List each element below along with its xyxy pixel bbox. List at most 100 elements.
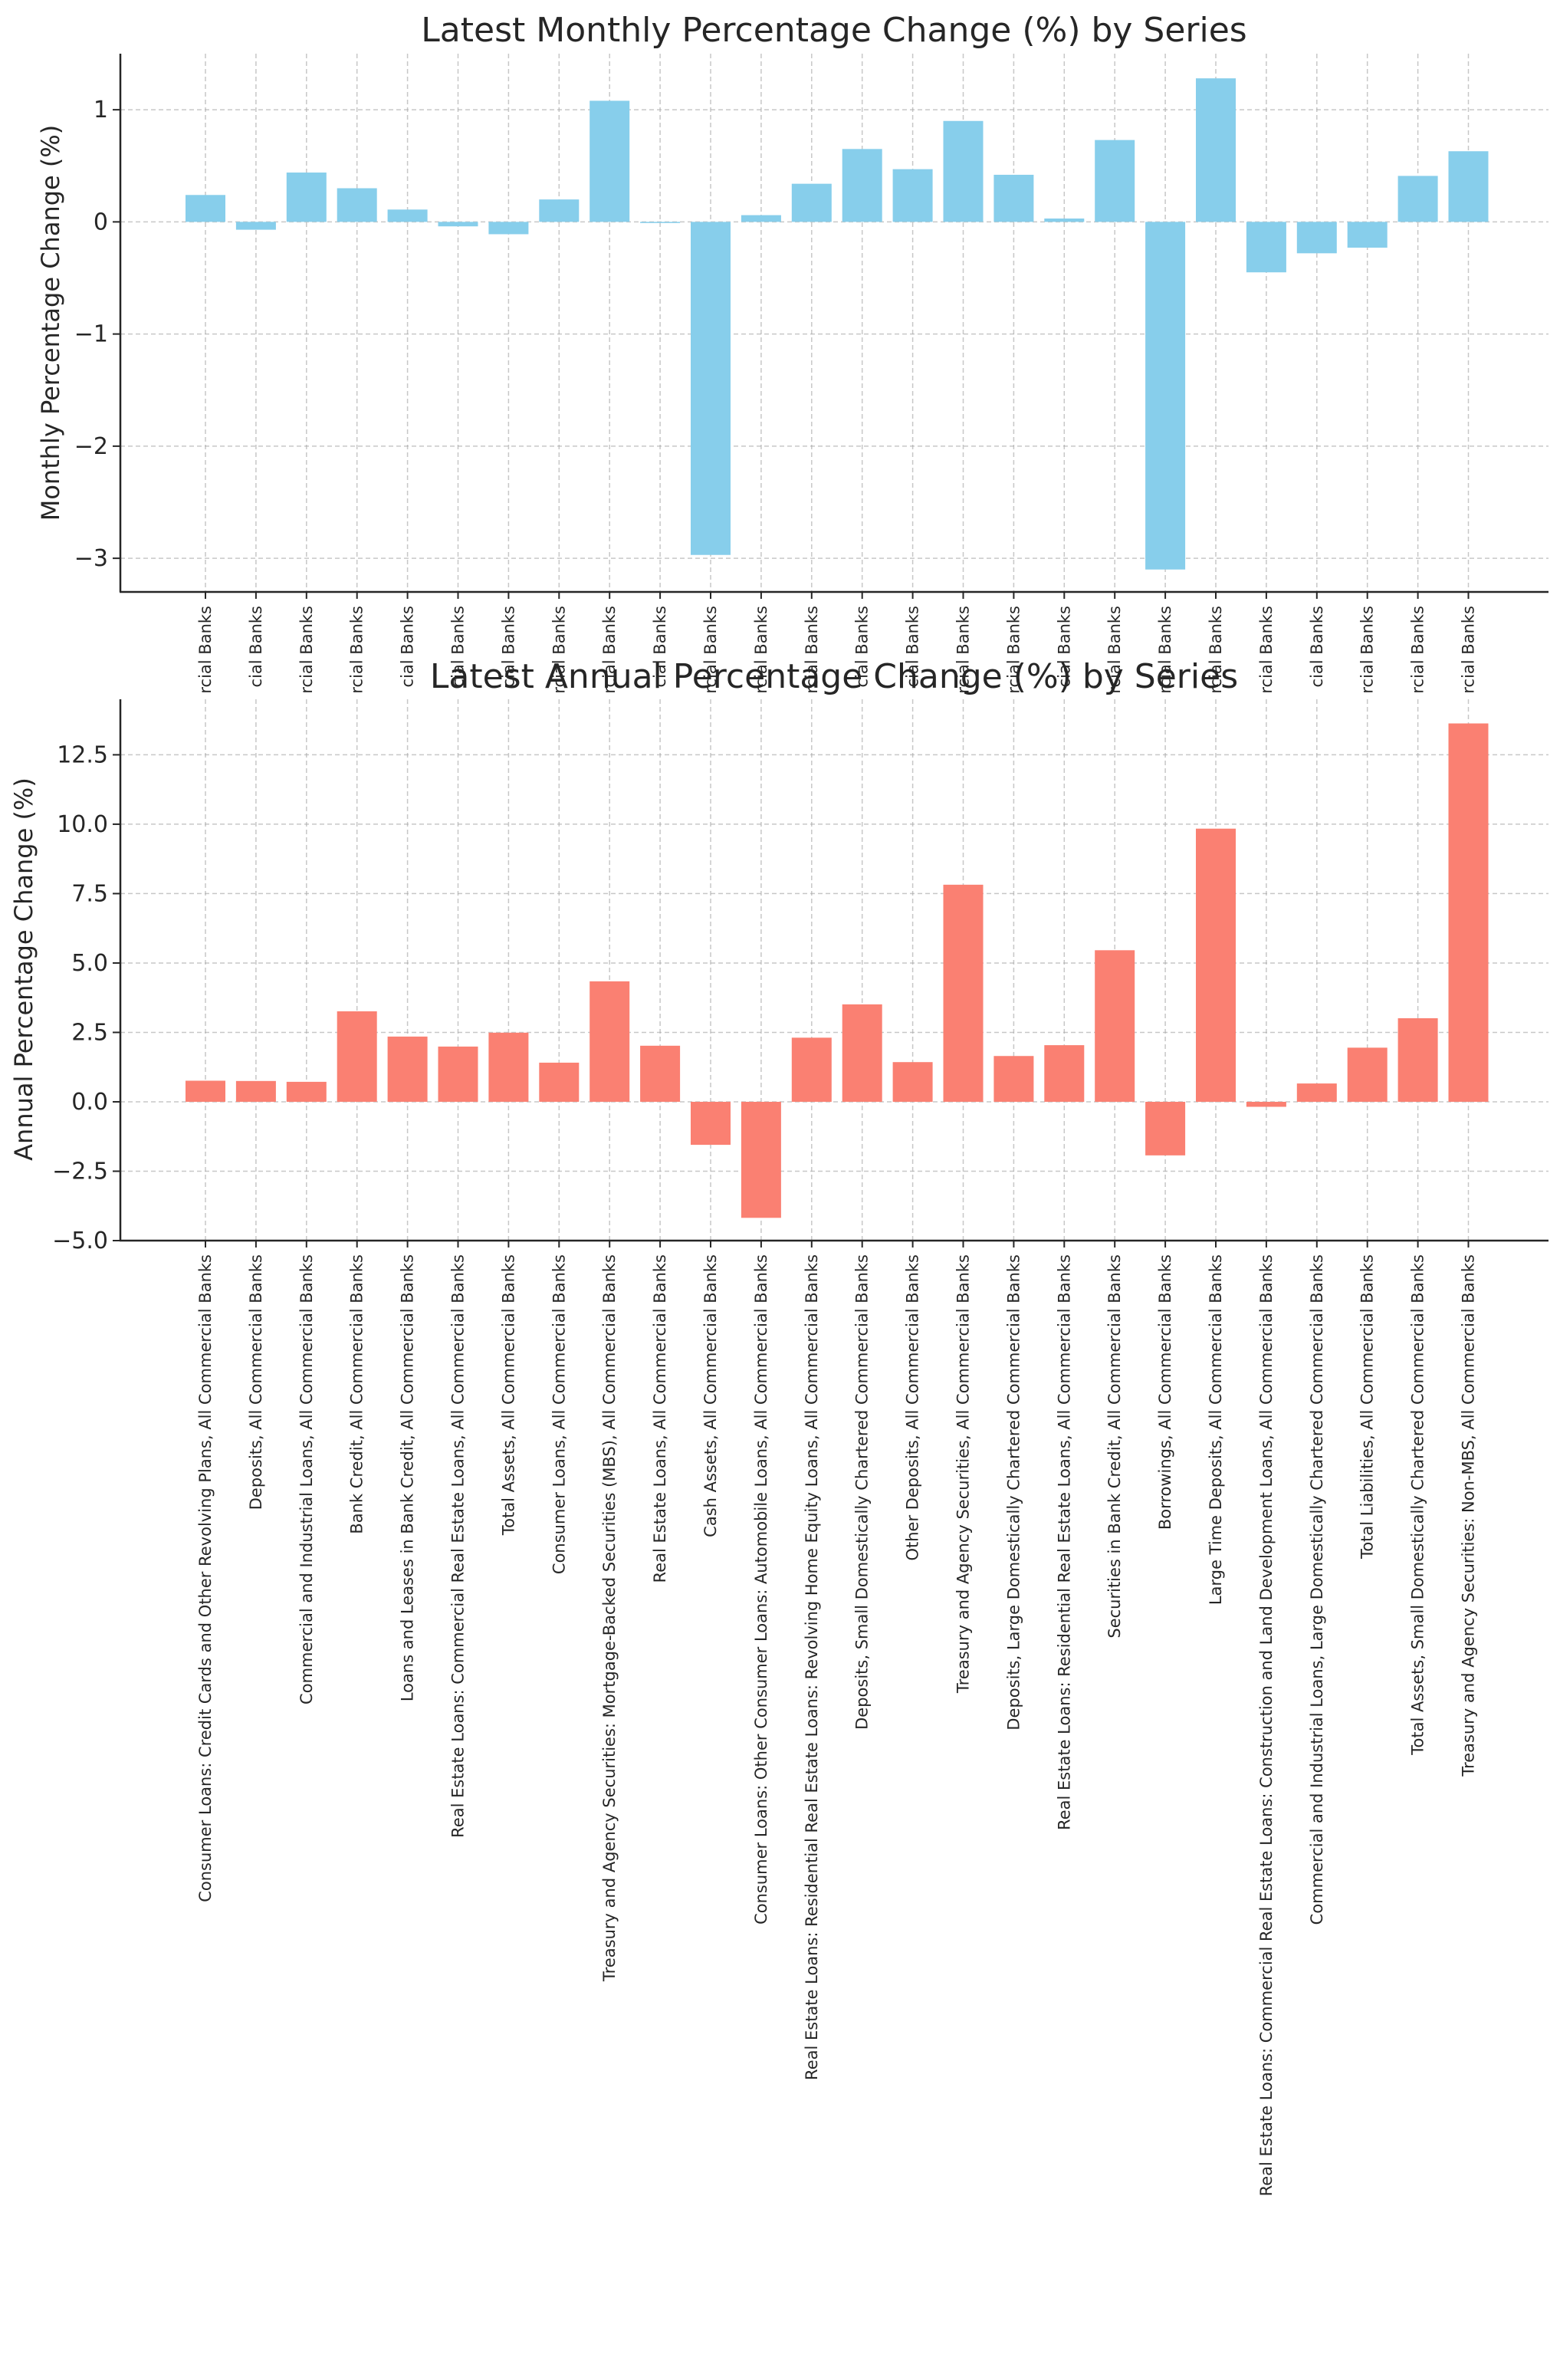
annual-x-tick-label: Deposits, Large Domestically Chartered C… [1004,1254,1023,1731]
monthly-bar [791,183,832,222]
annual-x-tick-labels: Consumer Loans: Credit Cards and Other R… [196,1241,1478,2196]
annual-bar [640,1045,681,1102]
monthly-bar [993,174,1034,222]
monthly-x-tick-label: cial Banks [499,606,517,687]
annual-y-tick-label: 7.5 [71,880,108,907]
annual-bar [539,1062,580,1102]
annual-y-tick-label: 10.0 [57,811,108,838]
annual-x-tick-label: Total Assets, Small Domestically Charter… [1409,1254,1427,1756]
monthly-bar [488,222,529,235]
monthly-x-tick-label: rcial Banks [1156,606,1174,694]
annual-y-tick-label: 12.5 [57,741,108,768]
monthly-x-tick-labels: rcial Banks cial Banks rcial Banks rcial Ba… [196,592,1478,694]
monthly-bars [186,78,1489,570]
annual-bar [1145,1101,1186,1155]
annual-bar [387,1036,428,1102]
monthly-x-tick-label: rcial Banks [752,606,770,694]
monthly-bar [387,209,428,222]
annual-bar [1095,950,1135,1102]
monthly-chart-title: Latest Monthly Percentage Change (%) by … [421,11,1246,50]
annual-x-tick-label: Loans and Leases in Bank Credit, All Com… [399,1254,417,1701]
monthly-bar [235,222,276,230]
monthly-x-tick-label: cial Banks [651,606,669,687]
annual-y-tick-label: −2.5 [52,1158,108,1185]
annual-bar [791,1037,832,1102]
annual-chart-title: Latest Annual Percentage Change (%) by S… [430,657,1238,696]
monthly-bar [1095,140,1135,222]
annual-change-chart: −5.0 −2.5 0.0 2.5 5.0 7.5 10.0 12.5 Consumer Lo… [9,657,1549,2196]
annual-x-tick-label: Real Estate Loans: Residential Real Esta… [1055,1254,1073,1830]
monthly-change-chart: −3−2−101 rcial Banks cial Banks rcial Bank… [36,11,1549,694]
monthly-y-tick-label: −2 [74,433,108,460]
monthly-bar [1145,222,1186,570]
annual-x-tick-label: Securities in Bank Credit, All Commercia… [1105,1254,1124,1639]
annual-bar [590,981,630,1102]
monthly-bar [892,169,933,222]
annual-x-tick-label: Commercial and Industrial Loans, All Com… [297,1254,316,1704]
monthly-x-tick-label: rcial Banks [701,606,720,694]
annual-y-tick-label: 5.0 [71,950,108,977]
monthly-y-axis-label: Monthly Percentage Change (%) [36,125,65,521]
annual-x-tick-label: Treasury and Agency Securities: Mortgage… [600,1254,619,1982]
annual-bar [1196,828,1236,1102]
monthly-bar [438,222,478,227]
monthly-bar [186,195,225,222]
monthly-x-tick-label: cial Banks [399,606,417,687]
monthly-x-tick-label: rcial Banks [1409,606,1427,694]
monthly-bar [1448,151,1489,222]
monthly-x-tick-label: cial Banks [247,606,265,687]
monthly-x-tick-label: rcial Banks [196,606,215,694]
monthly-x-tick-label: rcial Banks [954,606,973,694]
monthly-y-ticks: −3 −2 −1 0 1 [74,97,120,572]
monthly-bar [1296,222,1337,254]
monthly-x-tick-label: rcial Banks [348,606,366,694]
monthly-bar [943,120,984,222]
monthly-grid [120,54,1549,592]
annual-x-tick-label: Other Deposits, All Commercial Banks [904,1254,922,1561]
monthly-bar [337,188,377,222]
annual-bar [842,1004,882,1102]
annual-bar [741,1101,781,1218]
annual-x-tick-label: Deposits, All Commercial Banks [247,1254,265,1510]
annual-bar [1246,1101,1286,1107]
annual-y-tick-label: 2.5 [71,1019,108,1046]
annual-x-tick-label: Treasury and Agency Securities, All Comm… [954,1254,973,1694]
monthly-x-tick-label: rcial Banks [600,606,619,694]
annual-y-tick-label: 0.0 [71,1089,108,1116]
annual-bar [337,1011,377,1102]
annual-x-tick-label: Commercial and Industrial Loans, Large D… [1308,1254,1326,1925]
annual-x-tick-label: Deposits, Small Domestically Chartered C… [853,1254,872,1730]
annual-x-tick-label: Bank Credit, All Commercial Banks [348,1254,366,1534]
monthly-x-tick-label: cial Banks [904,606,922,687]
annual-x-tick-label: Consumer Loans: Credit Cards and Other R… [196,1254,215,1902]
annual-bar [186,1080,225,1102]
annual-x-tick-label: Treasury and Agency Securities: Non-MBS,… [1460,1254,1478,1777]
annual-x-tick-label: Large Time Deposits, All Commercial Bank… [1207,1254,1225,1605]
annual-x-tick-label: Borrowings, All Commercial Banks [1156,1254,1174,1530]
monthly-y-tick-label: −3 [74,545,108,572]
monthly-x-tick-label: rcial Banks [297,606,316,694]
monthly-x-tick-label: rcial Banks [1257,606,1276,694]
annual-bar [892,1062,933,1102]
annual-x-tick-label: Consumer Loans, All Commercial Banks [550,1254,568,1574]
annual-y-ticks: −5.0 −2.5 0.0 2.5 5.0 7.5 10.0 12.5 [52,741,120,1254]
monthly-x-tick-label: cial Banks [1308,606,1326,687]
monthly-x-tick-label: rcial Banks [1105,606,1124,694]
monthly-x-tick-label: rcial Banks [1358,606,1377,694]
monthly-bar [640,222,681,223]
monthly-bar [1397,176,1438,222]
monthly-x-tick-label: rcial Banks [1004,606,1023,694]
annual-bar [488,1032,529,1102]
annual-x-tick-label: Real Estate Loans: Commercial Real Estat… [1257,1254,1276,2196]
monthly-bar [590,100,630,222]
annual-x-tick-label: Total Assets, All Commercial Banks [499,1254,517,1536]
monthly-bar [1044,218,1085,222]
monthly-x-tick-label: cial Banks [1055,606,1073,687]
monthly-y-tick-label: 0 [94,209,108,235]
monthly-bar [1347,222,1388,248]
annual-x-tick-label: Total Liabilities, All Commercial Banks [1358,1254,1377,1560]
annual-bar [943,884,984,1102]
annual-bar [286,1081,327,1102]
annual-bar [1397,1017,1438,1102]
